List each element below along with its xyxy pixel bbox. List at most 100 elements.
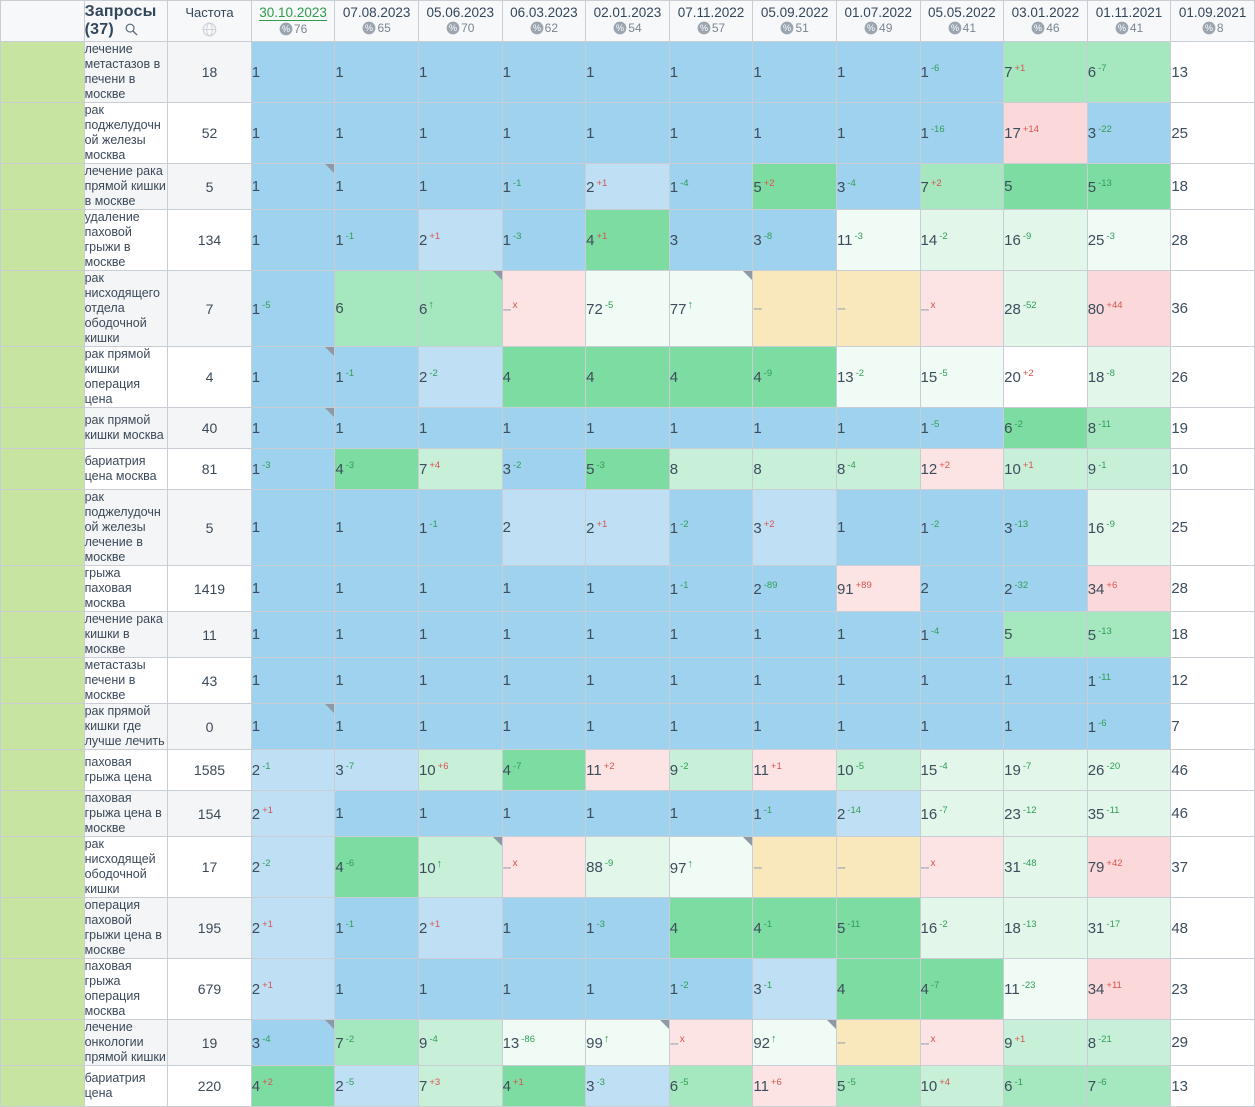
position-cell[interactable]: 1 -4 <box>668 163 754 210</box>
position-cell[interactable]: 1 <box>334 657 419 704</box>
position-cell[interactable]: 15 -4 <box>919 749 1005 791</box>
position-cell[interactable]: -- <box>752 836 837 898</box>
position-cell-last[interactable]: 28 <box>1170 209 1255 271</box>
position-cell[interactable]: 1 <box>334 41 419 103</box>
position-cell[interactable]: 1 <box>585 611 670 658</box>
position-cell[interactable]: 1 <box>668 611 754 658</box>
position-cell[interactable]: 8 -21 <box>1086 1019 1172 1066</box>
position-cell[interactable]: 6↑ <box>417 270 503 347</box>
position-cell[interactable]: 1 <box>334 958 419 1020</box>
position-cell[interactable]: 1 -11 <box>1086 657 1172 704</box>
table-row[interactable]: паховая грыжа операция москва 679 2 +1 1 1 1 1 1… <box>0 958 1255 1020</box>
position-cell[interactable]: 13 -86 <box>501 1019 587 1066</box>
position-cell[interactable]: 97↑ <box>668 836 754 898</box>
table-row[interactable]: рак прямой кишки операция цена 4 1 1 -1 2 -2 4 4… <box>0 346 1255 408</box>
position-cell[interactable]: 1 -16 <box>919 102 1005 164</box>
position-cell-last[interactable]: 29 <box>1170 1019 1255 1066</box>
position-cell-last[interactable]: 46 <box>1170 749 1255 791</box>
position-cell[interactable]: 1 <box>250 102 336 164</box>
query-cell[interactable]: паховая грыжа цена <box>83 749 169 791</box>
table-row[interactable]: рак нисходящей ободочной кишки 17 2 -2 4 -6 10… <box>0 836 1255 898</box>
position-cell[interactable]: 8 <box>668 448 754 490</box>
position-cell[interactable]: 10 -5 <box>835 749 921 791</box>
position-cell[interactable]: -- x <box>919 1019 1005 1066</box>
position-cell[interactable]: 4 <box>501 346 587 408</box>
position-cell[interactable]: 4 +2 <box>250 1065 336 1107</box>
position-cell[interactable]: 99↑ <box>585 1019 670 1066</box>
position-cell[interactable]: 1 <box>668 41 754 103</box>
position-cell[interactable]: -- x <box>919 270 1005 347</box>
position-cell[interactable]: 1 <box>501 958 587 1020</box>
position-cell[interactable]: 31 -17 <box>1086 897 1172 959</box>
position-cell[interactable]: 1 <box>501 790 587 837</box>
position-cell[interactable]: 8 <box>752 448 837 490</box>
position-cell[interactable]: 2 +1 <box>250 958 336 1020</box>
position-cell[interactable]: 1 <box>334 163 419 210</box>
position-cell[interactable]: 5 -13 <box>1086 163 1172 210</box>
position-cell[interactable]: 3 -4 <box>835 163 921 210</box>
position-cell-last[interactable]: 26 <box>1170 346 1255 408</box>
position-cell[interactable]: 2 +1 <box>250 790 336 837</box>
position-cell[interactable]: 10 +4 <box>919 1065 1005 1107</box>
query-cell[interactable]: рак нисходящего отдела ободочной кишки <box>83 270 169 347</box>
position-cell[interactable]: 10 +6 <box>417 749 503 791</box>
header-date-0[interactable]: 30.10.2023 % 76 <box>250 0 336 42</box>
position-cell[interactable]: 3 <box>668 209 754 271</box>
position-cell[interactable]: 7 +1 <box>1003 41 1088 103</box>
position-cell[interactable]: 1 -1 <box>501 163 587 210</box>
position-cell[interactable]: 1 <box>417 958 503 1020</box>
position-cell[interactable]: 35 -11 <box>1086 790 1172 837</box>
position-cell[interactable]: 1 <box>501 41 587 103</box>
position-cell[interactable]: 1 <box>501 657 587 704</box>
position-cell[interactable]: 2 +1 <box>250 897 336 959</box>
header-date-3[interactable]: 06.03.2023 % 62 <box>501 0 587 42</box>
position-cell[interactable]: 1 -1 <box>334 346 419 408</box>
position-cell[interactable]: 1 <box>835 611 921 658</box>
position-cell[interactable]: 7 +3 <box>417 1065 503 1107</box>
position-cell[interactable]: 26 -20 <box>1086 749 1172 791</box>
position-cell[interactable]: 1 <box>752 102 837 164</box>
table-row[interactable]: рак прямой кишки москва 40 1 1 1 1 1 1 1 1 1 -5 6 -2 8… <box>0 407 1255 449</box>
position-cell[interactable]: 1 -1 <box>752 790 837 837</box>
position-cell[interactable]: 3 -7 <box>334 749 419 791</box>
position-cell[interactable]: -- x <box>501 836 587 898</box>
position-cell[interactable]: 1 <box>501 407 587 449</box>
position-cell[interactable]: 9 +1 <box>1003 1019 1088 1066</box>
position-cell[interactable]: 4 <box>668 346 754 408</box>
position-cell[interactable]: 16 -9 <box>1086 489 1172 566</box>
position-cell[interactable]: 5 -11 <box>835 897 921 959</box>
position-cell[interactable]: 1 <box>334 790 419 837</box>
position-cell[interactable]: 18 -13 <box>1003 897 1088 959</box>
position-cell[interactable]: 1 <box>1003 657 1088 704</box>
position-cell[interactable]: 1 <box>919 657 1005 704</box>
position-cell[interactable]: 1 <box>501 703 587 750</box>
position-cell[interactable]: 2 -2 <box>417 346 503 408</box>
position-cell[interactable]: 1 -5 <box>919 407 1005 449</box>
position-cell[interactable]: 34 +6 <box>1086 565 1172 612</box>
position-cell[interactable]: 1 <box>668 407 754 449</box>
position-cell[interactable]: 1 <box>250 611 336 658</box>
position-cell[interactable]: 1 <box>835 41 921 103</box>
query-cell[interactable]: рак поджелудочной железы лечение в москв… <box>83 489 169 566</box>
position-cell[interactable]: 5 -13 <box>1086 611 1172 658</box>
position-cell[interactable]: 3 -3 <box>585 1065 670 1107</box>
position-cell[interactable]: 16 -2 <box>919 897 1005 959</box>
position-cell-last[interactable]: 36 <box>1170 270 1255 347</box>
position-cell[interactable]: 2 <box>919 565 1005 612</box>
position-cell[interactable]: 1 <box>585 958 670 1020</box>
position-cell[interactable]: 1 -3 <box>501 209 587 271</box>
position-cell[interactable]: 3 -22 <box>1086 102 1172 164</box>
table-row[interactable]: лечение онкологии прямой кишки 19 3 -4 7 -2 9-… <box>0 1019 1255 1066</box>
header-query-column[interactable]: Запросы (37) <box>83 0 169 42</box>
position-cell[interactable]: 1 <box>334 611 419 658</box>
position-cell[interactable]: 1 <box>417 657 503 704</box>
position-cell[interactable]: 5 +2 <box>752 163 837 210</box>
position-cell[interactable]: 1 <box>334 407 419 449</box>
table-row[interactable]: бариатрия цена 220 4 +2 2 -5 7 +3 4 +1 3 -3 6 -5 11 +6 5… <box>0 1065 1255 1107</box>
position-cell-last[interactable]: 7 <box>1170 703 1255 750</box>
position-cell[interactable]: 7 -2 <box>334 1019 419 1066</box>
position-cell[interactable]: 1 -6 <box>1086 703 1172 750</box>
position-cell[interactable]: 9 -2 <box>668 749 754 791</box>
position-cell[interactable]: 4 <box>585 346 670 408</box>
position-cell[interactable]: 1 <box>250 565 336 612</box>
